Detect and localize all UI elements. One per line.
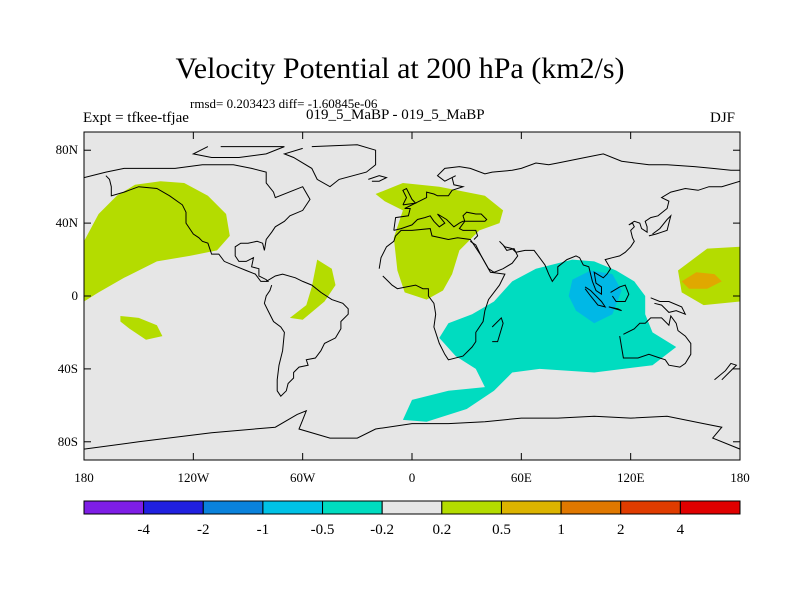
stats-line: rmsd= 0.203423 diff= -1.60845e-06 — [190, 96, 378, 111]
lat-tick-label: 80S — [58, 434, 78, 449]
shaded-contours — [84, 181, 740, 422]
coastline-segment — [650, 297, 687, 316]
colorbar-swatch — [381, 500, 443, 515]
colorbar-swatch — [83, 500, 145, 515]
coastline-segment — [191, 146, 285, 158]
lat-tick-label: 0 — [72, 288, 79, 303]
coastline-segment — [282, 144, 377, 188]
lon-tick-label: 120E — [617, 470, 645, 485]
colorbar-swatch — [441, 500, 502, 515]
coastline-segment — [608, 306, 622, 312]
lon-tick-label: 180 — [730, 470, 750, 485]
lat-tick-label: 40S — [58, 361, 78, 376]
colorbar-swatch — [679, 500, 741, 515]
coastline-segment — [393, 153, 740, 231]
coastline-segment — [393, 211, 488, 240]
axis-ticks: 80N 40N 0 40S 80S 180 120W 60W 0 60E 120E 180 — [56, 132, 750, 485]
coastline-segment — [378, 228, 506, 361]
contour-region-north-atlantic-africa-positive — [375, 183, 504, 300]
colorbar-label: 2 — [617, 522, 625, 538]
coastline-segment — [714, 362, 738, 381]
periods-label: 019_5_MaBP - 019_5_MaBP — [306, 107, 485, 123]
colorbar-label: 1 — [557, 522, 565, 538]
colorbar-label: 0.2 — [432, 522, 451, 538]
colorbar-label: -2 — [197, 522, 210, 538]
lon-tick-label: 0 — [409, 470, 416, 485]
coastline-segment — [470, 180, 740, 296]
contour-region-south-america-positive — [289, 259, 336, 320]
contour-region-pacific-east-core — [681, 272, 722, 289]
lon-tick-label: 60E — [511, 470, 532, 485]
lon-tick-label: 60W — [290, 470, 316, 485]
colorbar-swatch — [322, 500, 383, 515]
contour-region-indian-ocean-core — [568, 270, 622, 324]
colorbar-label: -1 — [257, 522, 270, 538]
season-label: DJF — [710, 110, 736, 126]
lon-tick-label: 120W — [177, 470, 210, 485]
lat-tick-label: 80N — [56, 142, 79, 157]
coastline-segment — [84, 409, 740, 450]
colorbar-swatch — [143, 500, 204, 515]
plot-title: Velocity Potential at 200 hPa (km2/s) — [175, 52, 625, 85]
coastline-segment — [263, 273, 349, 397]
colorbar-label: -0.2 — [370, 522, 394, 538]
coastlines — [84, 144, 740, 450]
lat-tick-label: 40N — [56, 215, 79, 230]
coastline-segment — [84, 164, 311, 282]
colorbar-label: -4 — [137, 522, 150, 538]
coastline-segment — [648, 214, 672, 237]
colorbar: -4 -2 -1 -0.5 -0.2 0.2 0.5 1 2 4 — [83, 500, 741, 538]
contour-region-south-pacific-positive — [120, 316, 163, 340]
coastline-segment — [619, 314, 692, 368]
coastline-segment — [491, 316, 504, 343]
colorbar-swatch — [620, 500, 681, 515]
colorbar-label: -0.5 — [311, 522, 335, 538]
colorbar-swatch — [262, 500, 324, 515]
coastline-segment — [402, 187, 417, 206]
lon-tick-label: 180 — [74, 470, 94, 485]
colorbar-swatch — [202, 500, 264, 515]
contour-region-north-pacific-positive — [84, 181, 230, 302]
coastline-segment — [584, 286, 607, 308]
colorbar-swatch — [500, 500, 562, 515]
colorbar-swatch — [560, 500, 622, 515]
experiment-label: Expt = tfkee-tfjae — [83, 110, 189, 126]
coastline-segment — [368, 175, 388, 182]
coastline-segment — [610, 284, 630, 302]
colorbar-label: 4 — [677, 522, 685, 538]
colorbar-label: 0.5 — [492, 522, 511, 538]
